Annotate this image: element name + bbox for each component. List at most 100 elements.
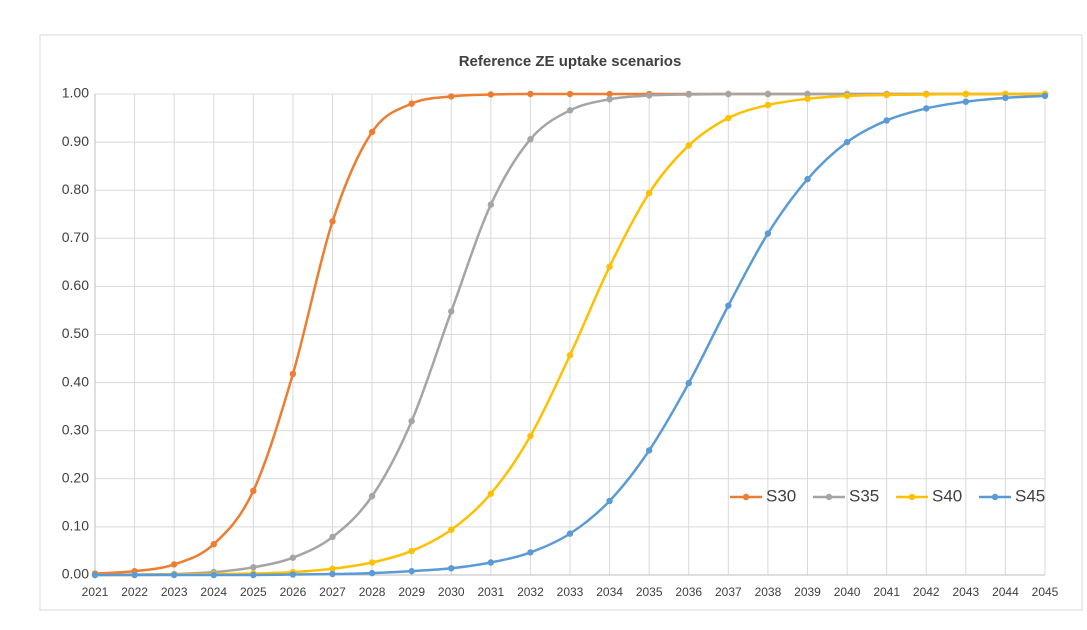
point: [962, 90, 970, 98]
point: [527, 432, 534, 440]
point: [606, 263, 613, 270]
point: [962, 98, 970, 105]
point: [448, 565, 455, 572]
x-tick-label: 2028: [359, 585, 386, 599]
legend-label: S45: [1015, 486, 1045, 505]
point: [725, 114, 732, 122]
point: [448, 93, 455, 100]
legend-marker: [742, 493, 750, 501]
point: [566, 107, 574, 114]
point: [250, 487, 257, 495]
x-tick-label: 2038: [755, 585, 782, 599]
x-tick-label: 2029: [398, 585, 425, 599]
x-tick-label: 2032: [517, 585, 544, 599]
point: [210, 541, 217, 548]
point: [368, 569, 376, 577]
point: [527, 549, 534, 556]
y-tick-label: 0.40: [62, 373, 89, 389]
point: [685, 142, 692, 149]
legend-marker: [825, 493, 833, 501]
point: [764, 101, 772, 109]
y-tick-label: 0.80: [62, 181, 89, 197]
x-tick-label: 2021: [82, 585, 109, 599]
y-tick-label: 0.90: [62, 133, 89, 149]
point: [210, 571, 217, 579]
point: [725, 90, 732, 98]
point: [1041, 92, 1049, 100]
point: [606, 90, 613, 98]
x-tick-label: 2036: [675, 585, 702, 599]
point: [329, 533, 336, 541]
chart-frame: [39, 34, 1083, 611]
y-tick-label: 0.30: [62, 421, 89, 437]
x-tick-label: 2026: [280, 585, 307, 599]
point: [289, 370, 297, 378]
x-tick-label: 2022: [121, 585, 148, 599]
point: [487, 559, 495, 566]
point: [566, 351, 574, 359]
point: [448, 526, 455, 533]
point: [329, 570, 336, 578]
y-tick-label: 0.20: [62, 470, 89, 486]
point: [804, 95, 811, 103]
point: [764, 230, 772, 237]
x-tick-label: 2041: [873, 585, 900, 599]
x-tick-label: 2030: [438, 585, 465, 599]
point: [923, 105, 930, 112]
x-tick-label: 2033: [557, 585, 584, 599]
x-tick-label: 2023: [161, 585, 188, 599]
point: [289, 554, 297, 561]
x-tick-label: 2031: [477, 585, 504, 599]
point: [883, 117, 890, 124]
point: [527, 90, 534, 98]
point: [645, 92, 653, 99]
point: [487, 91, 495, 98]
x-tick-label: 2037: [715, 585, 742, 599]
point: [368, 492, 376, 500]
x-tick-label: 2042: [913, 585, 940, 599]
point: [408, 547, 415, 555]
point: [645, 189, 653, 197]
point: [566, 530, 574, 537]
point: [843, 138, 851, 146]
y-tick-label: 0.70: [62, 229, 89, 245]
x-tick-label: 2045: [1032, 585, 1059, 599]
x-tick-label: 2035: [636, 585, 663, 599]
point: [685, 91, 692, 98]
point: [448, 308, 455, 315]
point: [685, 379, 692, 387]
x-tick-label: 2025: [240, 585, 267, 599]
x-tick-label: 2034: [596, 585, 623, 599]
x-tick-label: 2027: [319, 585, 346, 599]
point: [329, 565, 336, 572]
point: [408, 100, 415, 107]
point: [250, 564, 257, 571]
point: [606, 96, 613, 103]
x-tick-label: 2039: [794, 585, 821, 599]
point: [250, 571, 257, 579]
point: [170, 561, 178, 568]
point: [804, 90, 811, 98]
point: [487, 201, 495, 208]
point: [606, 497, 613, 505]
legend-marker: [991, 493, 999, 501]
point: [329, 218, 336, 225]
legend-label: S40: [932, 486, 962, 505]
point: [725, 302, 732, 309]
point: [843, 92, 851, 100]
y-tick-label: 0.00: [62, 566, 89, 582]
point: [804, 175, 811, 183]
point: [368, 128, 376, 136]
point: [1002, 94, 1009, 102]
point: [368, 559, 376, 566]
x-tick-label: 2043: [952, 585, 979, 599]
point: [527, 136, 534, 143]
point: [883, 91, 890, 99]
x-tick-label: 2040: [834, 585, 861, 599]
legend-label: S30: [766, 486, 796, 505]
point: [170, 571, 178, 579]
point: [131, 571, 138, 579]
chart-title: Reference ZE uptake scenarios: [459, 53, 682, 70]
